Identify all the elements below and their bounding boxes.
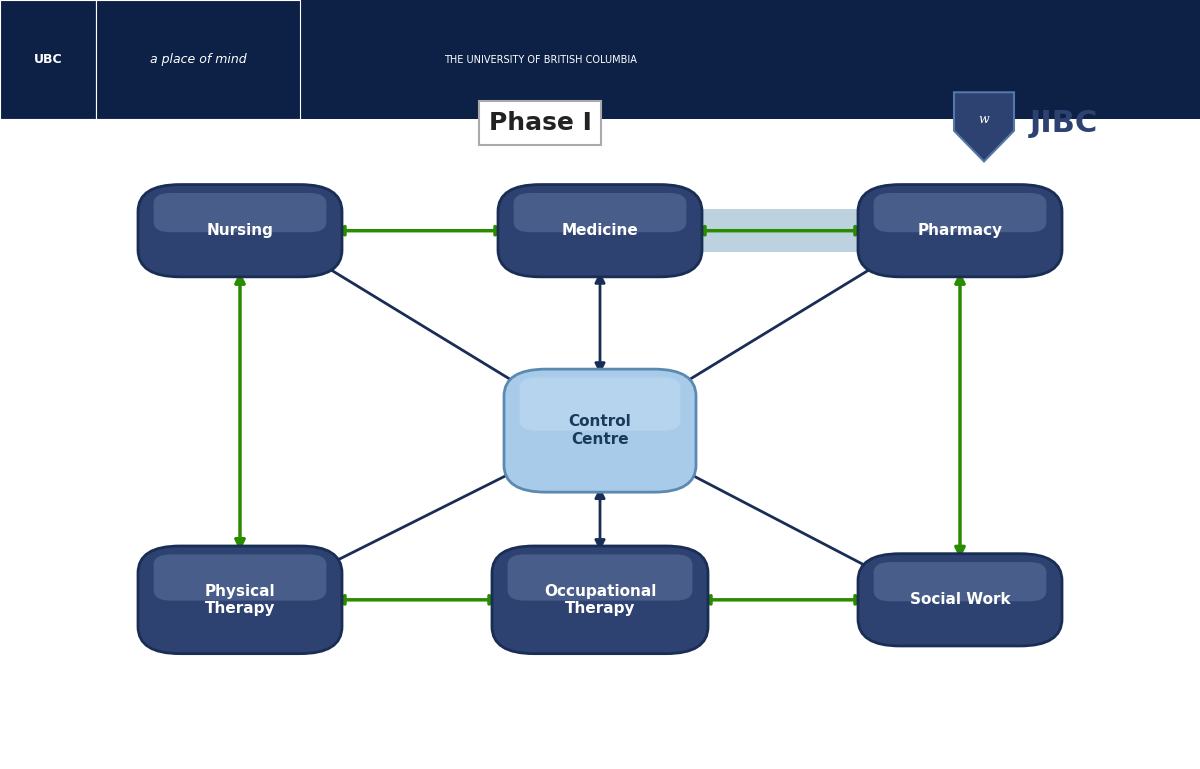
FancyBboxPatch shape — [508, 554, 692, 601]
FancyBboxPatch shape — [0, 0, 96, 119]
FancyBboxPatch shape — [138, 546, 342, 654]
FancyBboxPatch shape — [492, 546, 708, 654]
FancyBboxPatch shape — [874, 193, 1046, 232]
Text: Phase I: Phase I — [488, 111, 592, 135]
Text: Nursing: Nursing — [206, 223, 274, 238]
FancyBboxPatch shape — [154, 554, 326, 601]
FancyBboxPatch shape — [858, 185, 1062, 277]
Text: Social Work: Social Work — [910, 592, 1010, 608]
FancyBboxPatch shape — [138, 185, 342, 277]
FancyBboxPatch shape — [504, 369, 696, 492]
Text: Control
Centre: Control Centre — [569, 414, 631, 447]
Text: Physical
Therapy: Physical Therapy — [205, 584, 275, 616]
Text: Pharmacy: Pharmacy — [918, 223, 1002, 238]
Text: THE UNIVERSITY OF BRITISH COLUMBIA: THE UNIVERSITY OF BRITISH COLUMBIA — [444, 55, 637, 65]
Text: JIBC: JIBC — [1030, 108, 1098, 138]
FancyBboxPatch shape — [514, 193, 686, 232]
FancyBboxPatch shape — [0, 0, 1200, 119]
Text: Occupational
Therapy: Occupational Therapy — [544, 584, 656, 616]
FancyBboxPatch shape — [154, 193, 326, 232]
FancyBboxPatch shape — [858, 554, 1062, 646]
Text: UBC: UBC — [34, 53, 62, 66]
Polygon shape — [954, 92, 1014, 161]
FancyBboxPatch shape — [520, 378, 680, 431]
FancyBboxPatch shape — [498, 185, 702, 277]
FancyBboxPatch shape — [96, 0, 300, 119]
Text: a place of mind: a place of mind — [150, 53, 246, 66]
FancyBboxPatch shape — [874, 562, 1046, 601]
Text: w: w — [979, 113, 989, 125]
Text: Medicine: Medicine — [562, 223, 638, 238]
FancyBboxPatch shape — [690, 209, 870, 252]
